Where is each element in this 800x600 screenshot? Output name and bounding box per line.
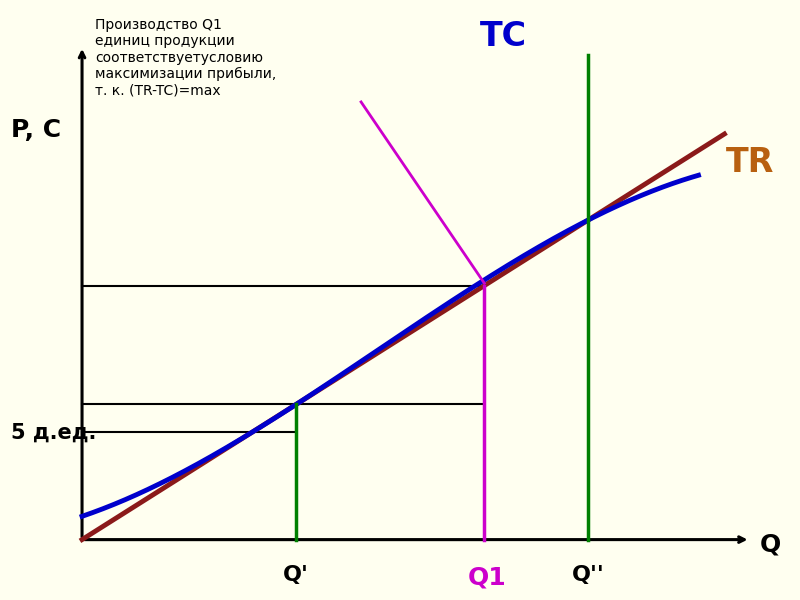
Text: Q: Q: [759, 532, 781, 556]
Text: Q'': Q'': [572, 565, 605, 585]
Text: TR: TR: [726, 146, 774, 179]
Text: Q': Q': [283, 565, 309, 585]
Text: P, C: P, C: [10, 118, 61, 142]
Text: TC: TC: [480, 20, 527, 53]
Text: Q1: Q1: [468, 565, 507, 589]
Text: Производство Q1
единиц продукции
соответствуетусловию
максимизации прибыли,
т. к: Производство Q1 единиц продукции соответ…: [95, 18, 276, 97]
Text: 5 д.ед.: 5 д.ед.: [10, 422, 96, 442]
